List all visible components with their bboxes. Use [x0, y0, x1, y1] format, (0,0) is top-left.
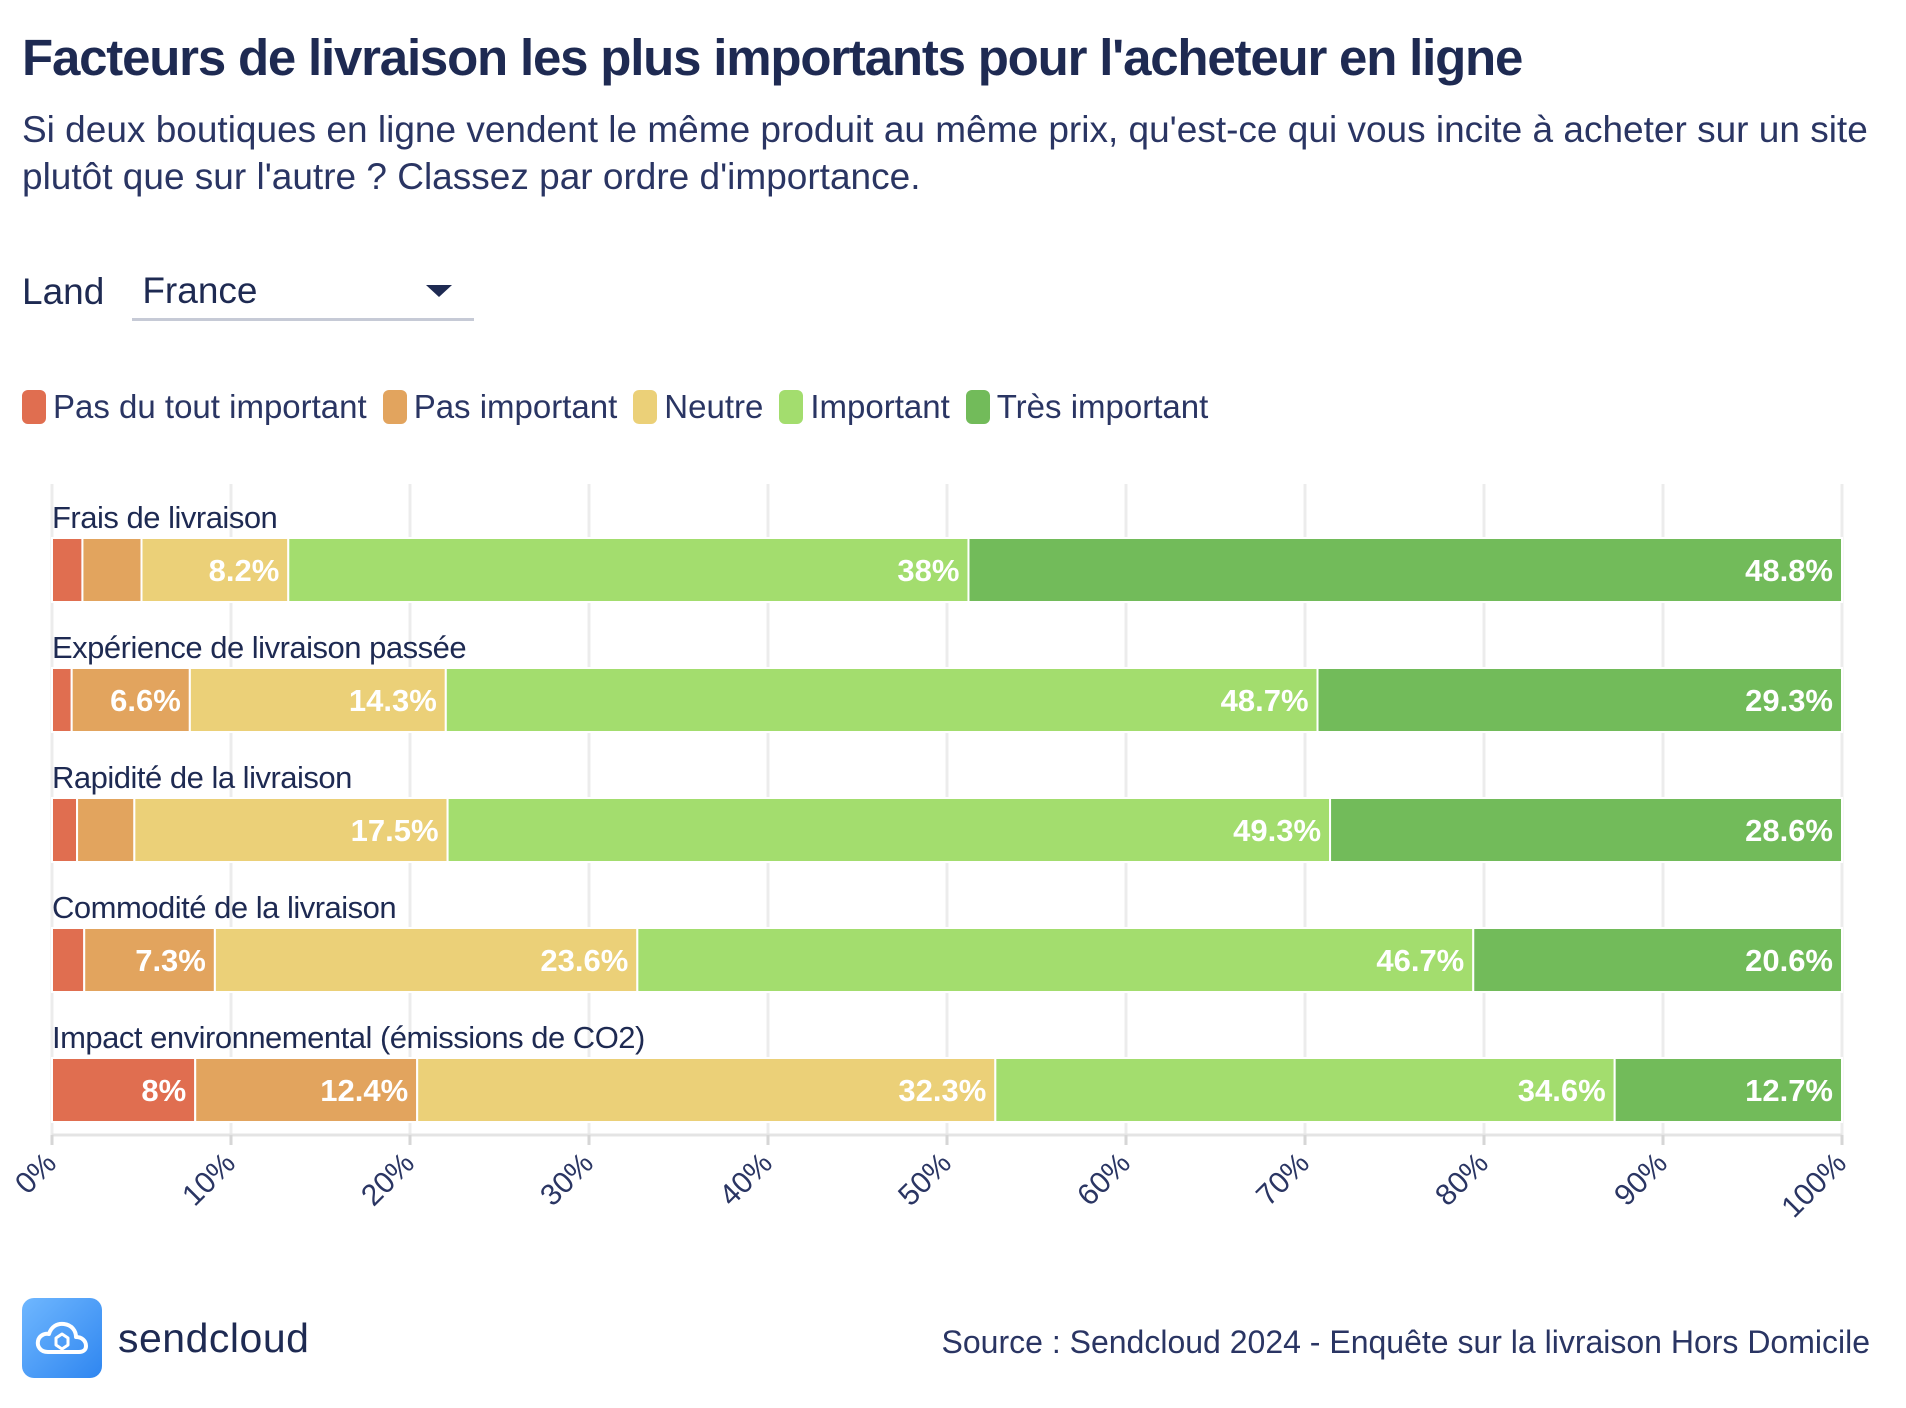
category-label: Commodité de la livraison — [52, 890, 396, 925]
legend-label: Très important — [996, 388, 1209, 425]
country-filter: Land France — [22, 262, 475, 322]
x-tick-label: 80% — [1429, 1147, 1495, 1213]
x-tick-label: 100% — [1775, 1147, 1853, 1225]
bar-segment — [70, 667, 191, 733]
bar-segment — [1316, 667, 1843, 733]
bar-segment — [446, 797, 1332, 863]
legend-item[interactable]: Pas du tout important — [22, 388, 367, 426]
bar-segment — [994, 1057, 1616, 1123]
country-select-value: France — [142, 269, 258, 311]
data-label: 46.7% — [1376, 943, 1464, 978]
data-label: 12.4% — [320, 1073, 408, 1108]
data-label: 28.6% — [1745, 813, 1833, 848]
data-label: 29.3% — [1745, 683, 1833, 718]
legend-swatch — [633, 390, 658, 424]
page-title: Facteurs de livraison les plus important… — [22, 29, 1523, 86]
category-label: Frais de livraison — [52, 500, 277, 535]
legend-label: Neutre — [664, 388, 764, 425]
data-label: 32.3% — [898, 1073, 986, 1108]
legend-swatch — [22, 390, 46, 424]
bar-segment — [76, 797, 136, 863]
data-label: 8% — [141, 1073, 186, 1108]
bar-segment — [194, 1057, 419, 1123]
x-tick-label: 10% — [176, 1147, 242, 1213]
legend-label: Pas important — [413, 388, 618, 425]
chart-legend: Pas du tout important Pas important Neutre… — [22, 388, 1224, 426]
data-label: 34.6% — [1518, 1073, 1606, 1108]
bar-segment — [188, 667, 447, 733]
bar-segment — [140, 537, 290, 603]
bar-segment — [51, 1057, 197, 1123]
data-label: 12.7% — [1745, 1073, 1833, 1108]
data-label: 38% — [897, 553, 959, 588]
data-label: 48.8% — [1745, 553, 1833, 588]
data-label: 20.6% — [1745, 943, 1833, 978]
data-label: 23.6% — [540, 943, 628, 978]
country-select[interactable]: France — [132, 263, 475, 321]
legend-label: Important — [810, 388, 950, 425]
chevron-down-icon — [426, 285, 453, 297]
brand-name: sendcloud — [118, 1314, 310, 1361]
bar-segment — [83, 927, 216, 993]
bar-segment — [51, 537, 84, 603]
bar-segment — [416, 1057, 997, 1123]
bar-segment — [1472, 927, 1843, 993]
bar-segment — [51, 667, 73, 733]
data-label: 6.6% — [110, 683, 181, 718]
x-tick-label: 90% — [1608, 1147, 1674, 1213]
data-label: 8.2% — [209, 553, 280, 588]
x-tick-label: 50% — [892, 1147, 958, 1213]
category-label: Impact environnemental (émissions de CO2… — [52, 1020, 645, 1055]
data-label: 17.5% — [351, 813, 439, 848]
data-label: 14.3% — [349, 683, 437, 718]
legend-item[interactable]: Très important — [965, 388, 1209, 426]
legend-swatch — [382, 390, 407, 424]
x-tick-label: 20% — [355, 1147, 421, 1213]
legend-item[interactable]: Pas important — [382, 388, 618, 426]
bar-segment — [636, 927, 1475, 993]
bar-segment — [81, 537, 143, 603]
legend-item[interactable]: Important — [779, 388, 950, 426]
legend-swatch — [779, 390, 804, 424]
bar-segment — [967, 537, 1843, 603]
bar-segment — [133, 797, 449, 863]
country-filter-label: Land — [22, 271, 105, 312]
bar-segment — [51, 927, 86, 993]
x-tick-label: 70% — [1250, 1147, 1316, 1213]
x-tick-label: 0% — [9, 1147, 63, 1201]
data-label: 7.3% — [135, 943, 206, 978]
legend-label: Pas du tout important — [53, 388, 367, 425]
category-label: Expérience de livraison passée — [52, 630, 466, 665]
bar-segment — [51, 797, 79, 863]
bar-segment — [444, 667, 1319, 733]
bar-segment — [1613, 1057, 1844, 1123]
legend-item[interactable]: Neutre — [633, 388, 763, 426]
data-label: 48.7% — [1221, 683, 1309, 718]
category-label: Rapidité de la livraison — [52, 760, 352, 795]
x-tick-label: 40% — [713, 1147, 779, 1213]
bar-segment — [213, 927, 639, 993]
cloud-icon — [22, 1298, 102, 1378]
legend-swatch — [965, 390, 990, 424]
x-tick-label: 60% — [1071, 1147, 1137, 1213]
bar-segment — [287, 537, 970, 603]
data-label: 49.3% — [1233, 813, 1321, 848]
x-tick-label: 30% — [534, 1147, 600, 1213]
source-note: Source : Sendcloud 2024 - Enquête sur la… — [941, 1324, 1870, 1360]
page-subtitle: Si deux boutiques en ligne vendent le mê… — [22, 109, 1868, 197]
stacked-bar-chart: 0% 10% 20% 30% 40% 50% 60% 70% 80% 90% 100% Frais d… — [9, 484, 1853, 1225]
bar-segment — [1329, 797, 1844, 863]
sendcloud-logo: sendcloud — [22, 1298, 309, 1378]
